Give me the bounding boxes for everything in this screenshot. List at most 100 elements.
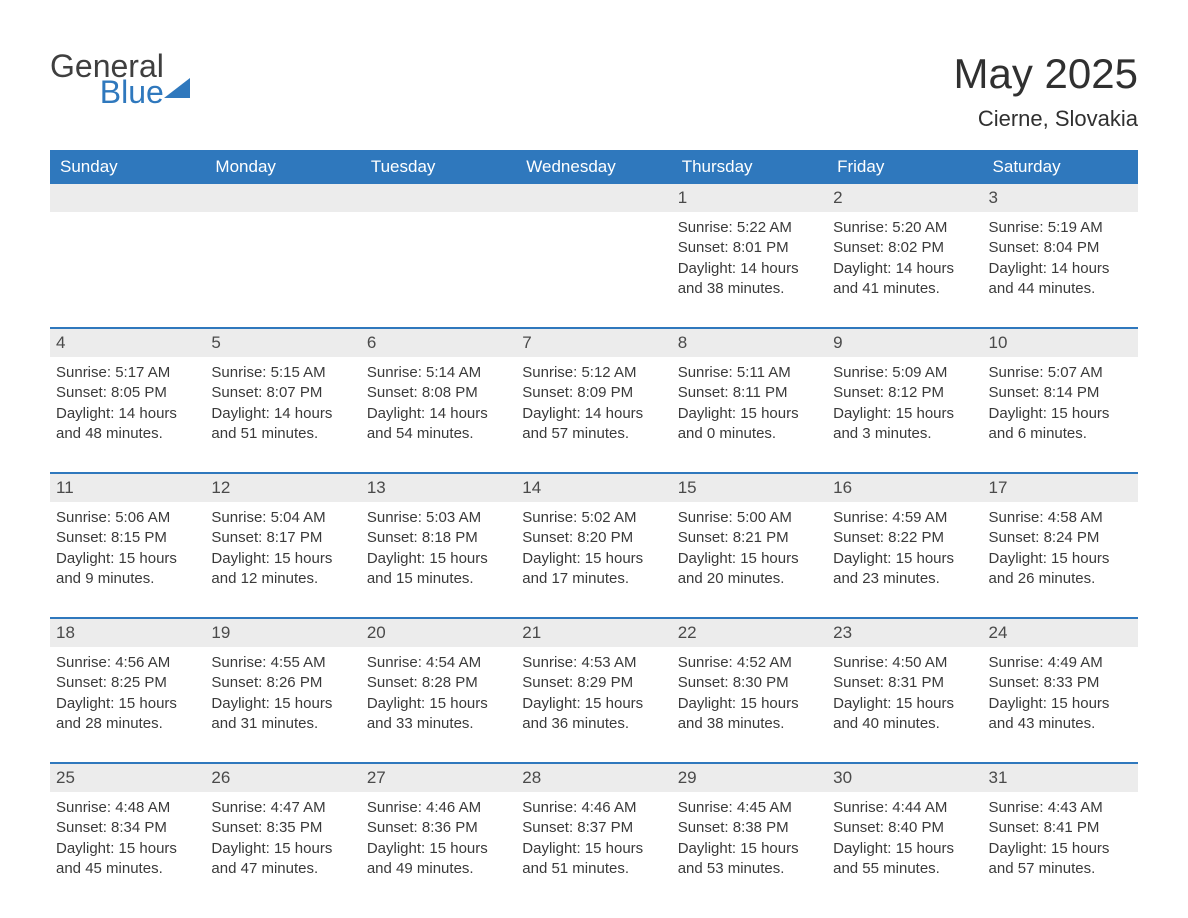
day-info: Sunrise: 4:59 AMSunset: 8:22 PMDaylight:… — [833, 508, 976, 589]
calendar-week-row: 18Sunrise: 4:56 AMSunset: 8:25 PMDayligh… — [50, 618, 1138, 763]
day-info: Sunrise: 5:06 AMSunset: 8:15 PMDaylight:… — [56, 508, 199, 589]
day-number: 13 — [361, 474, 516, 502]
calendar-cell — [50, 184, 205, 328]
calendar-cell: 7Sunrise: 5:12 AMSunset: 8:09 PMDaylight… — [516, 328, 671, 473]
calendar-cell: 3Sunrise: 5:19 AMSunset: 8:04 PMDaylight… — [983, 184, 1138, 328]
calendar-table: SundayMondayTuesdayWednesdayThursdayFrid… — [50, 150, 1138, 907]
day-number: 21 — [516, 619, 671, 647]
day-number: 9 — [827, 329, 982, 357]
day-info: Sunrise: 5:17 AMSunset: 8:05 PMDaylight:… — [56, 363, 199, 444]
day-number: 6 — [361, 329, 516, 357]
day-number: 5 — [205, 329, 360, 357]
day-info: Sunrise: 4:53 AMSunset: 8:29 PMDaylight:… — [522, 653, 665, 734]
day-number — [205, 184, 360, 212]
day-column-header: Saturday — [983, 150, 1138, 184]
calendar-cell: 29 Sunrise: 4:45 AMSunset: 8:38 PMDayligh… — [672, 763, 827, 907]
calendar-cell: 18Sunrise: 4:56 AMSunset: 8:25 PMDayligh… — [50, 618, 205, 763]
day-number — [516, 184, 671, 212]
day-info: Sunrise: 4:46 AMSunset: 8:37 PMDaylight:… — [522, 798, 665, 879]
day-info: Sunrise: 4:44 AMSunset: 8:40 PMDaylight:… — [833, 798, 976, 879]
calendar-cell — [516, 184, 671, 328]
logo-triangle-icon — [164, 78, 190, 98]
calendar-week-row: 1Sunrise: 5:22 AMSunset: 8:01 PMDaylight… — [50, 184, 1138, 328]
day-number: 17 — [983, 474, 1138, 502]
day-info: Sunrise: 5:02 AMSunset: 8:20 PMDaylight:… — [522, 508, 665, 589]
day-number: 28 — [516, 764, 671, 792]
day-number — [361, 184, 516, 212]
day-info: Sunrise: 5:11 AMSunset: 8:11 PMDaylight:… — [678, 363, 821, 444]
logo-text-block: General Blue — [50, 50, 164, 108]
day-number: 20 — [361, 619, 516, 647]
calendar-cell: 16 Sunrise: 4:59 AMSunset: 8:22 PMDayligh… — [827, 473, 982, 618]
calendar-cell: 6Sunrise: 5:14 AMSunset: 8:08 PMDaylight… — [361, 328, 516, 473]
day-info: Sunrise: 4:50 AMSunset: 8:31 PMDaylight:… — [833, 653, 976, 734]
day-number: 12 — [205, 474, 360, 502]
calendar-cell: 9Sunrise: 5:09 AMSunset: 8:12 PMDaylight… — [827, 328, 982, 473]
calendar-week-row: 4 Sunrise: 5:17 AMSunset: 8:05 PMDaylight… — [50, 328, 1138, 473]
calendar-cell: 15Sunrise: 5:00 AMSunset: 8:21 PMDayligh… — [672, 473, 827, 618]
day-number: 31 — [983, 764, 1138, 792]
location-label: Cierne, Slovakia — [954, 106, 1138, 132]
logo: General Blue — [50, 50, 190, 108]
day-column-header: Friday — [827, 150, 982, 184]
day-number: 2 — [827, 184, 982, 212]
day-number: 1 — [672, 184, 827, 212]
calendar-cell: 12 Sunrise: 5:04 AMSunset: 8:17 PMDayligh… — [205, 473, 360, 618]
day-info: Sunrise: 5:03 AMSunset: 8:18 PMDaylight:… — [367, 508, 510, 589]
day-number: 11 — [50, 474, 205, 502]
day-number: 3 — [983, 184, 1138, 212]
day-column-header: Monday — [205, 150, 360, 184]
day-number: 16 — [827, 474, 982, 502]
calendar-cell: 28 Sunrise: 4:46 AMSunset: 8:37 PMDayligh… — [516, 763, 671, 907]
page-header: General Blue May 2025 Cierne, Slovakia — [50, 50, 1138, 132]
calendar-cell: 21 Sunrise: 4:53 AMSunset: 8:29 PMDayligh… — [516, 618, 671, 763]
day-info: Sunrise: 4:52 AMSunset: 8:30 PMDaylight:… — [678, 653, 821, 734]
day-number: 14 — [516, 474, 671, 502]
day-info: Sunrise: 4:54 AMSunset: 8:28 PMDaylight:… — [367, 653, 510, 734]
calendar-cell: 8Sunrise: 5:11 AMSunset: 8:11 PMDaylight… — [672, 328, 827, 473]
day-info: Sunrise: 5:20 AMSunset: 8:02 PMDaylight:… — [833, 218, 976, 299]
calendar-cell: 27Sunrise: 4:46 AMSunset: 8:36 PMDayligh… — [361, 763, 516, 907]
day-info: Sunrise: 4:45 AMSunset: 8:38 PMDaylight:… — [678, 798, 821, 879]
calendar-cell: 1Sunrise: 5:22 AMSunset: 8:01 PMDaylight… — [672, 184, 827, 328]
calendar-body: 1Sunrise: 5:22 AMSunset: 8:01 PMDaylight… — [50, 184, 1138, 907]
day-info: Sunrise: 4:47 AMSunset: 8:35 PMDaylight:… — [211, 798, 354, 879]
calendar-cell: 10Sunrise: 5:07 AMSunset: 8:14 PMDayligh… — [983, 328, 1138, 473]
day-number: 4 — [50, 329, 205, 357]
day-info: Sunrise: 4:55 AMSunset: 8:26 PMDaylight:… — [211, 653, 354, 734]
day-number: 22 — [672, 619, 827, 647]
day-info: Sunrise: 4:48 AMSunset: 8:34 PMDaylight:… — [56, 798, 199, 879]
calendar-cell — [361, 184, 516, 328]
calendar-cell: 14 Sunrise: 5:02 AMSunset: 8:20 PMDayligh… — [516, 473, 671, 618]
calendar-cell: 31Sunrise: 4:43 AMSunset: 8:41 PMDayligh… — [983, 763, 1138, 907]
calendar-cell: 13 Sunrise: 5:03 AMSunset: 8:18 PMDayligh… — [361, 473, 516, 618]
calendar-cell: 24Sunrise: 4:49 AMSunset: 8:33 PMDayligh… — [983, 618, 1138, 763]
calendar-week-row: 25 Sunrise: 4:48 AMSunset: 8:34 PMDayligh… — [50, 763, 1138, 907]
day-info: Sunrise: 5:07 AMSunset: 8:14 PMDaylight:… — [989, 363, 1132, 444]
calendar-cell: 30Sunrise: 4:44 AMSunset: 8:40 PMDayligh… — [827, 763, 982, 907]
calendar-cell: 22 Sunrise: 4:52 AMSunset: 8:30 PMDayligh… — [672, 618, 827, 763]
calendar-cell: 5 Sunrise: 5:15 AMSunset: 8:07 PMDaylight… — [205, 328, 360, 473]
calendar-cell: 23Sunrise: 4:50 AMSunset: 8:31 PMDayligh… — [827, 618, 982, 763]
day-column-header: Tuesday — [361, 150, 516, 184]
day-info: Sunrise: 4:58 AMSunset: 8:24 PMDaylight:… — [989, 508, 1132, 589]
calendar-cell: 20 Sunrise: 4:54 AMSunset: 8:28 PMDayligh… — [361, 618, 516, 763]
calendar-cell: 25 Sunrise: 4:48 AMSunset: 8:34 PMDayligh… — [50, 763, 205, 907]
day-number: 19 — [205, 619, 360, 647]
day-number: 7 — [516, 329, 671, 357]
title-block: May 2025 Cierne, Slovakia — [954, 50, 1138, 132]
calendar-cell: 26 Sunrise: 4:47 AMSunset: 8:35 PMDayligh… — [205, 763, 360, 907]
day-column-header: Thursday — [672, 150, 827, 184]
day-info: Sunrise: 5:15 AMSunset: 8:07 PMDaylight:… — [211, 363, 354, 444]
day-number: 29 — [672, 764, 827, 792]
calendar-cell: 4 Sunrise: 5:17 AMSunset: 8:05 PMDaylight… — [50, 328, 205, 473]
calendar-cell: 17 Sunrise: 4:58 AMSunset: 8:24 PMDayligh… — [983, 473, 1138, 618]
day-info: Sunrise: 4:46 AMSunset: 8:36 PMDaylight:… — [367, 798, 510, 879]
calendar-week-row: 11 Sunrise: 5:06 AMSunset: 8:15 PMDayligh… — [50, 473, 1138, 618]
day-number: 24 — [983, 619, 1138, 647]
day-number: 25 — [50, 764, 205, 792]
day-number: 15 — [672, 474, 827, 502]
day-number: 26 — [205, 764, 360, 792]
day-info: Sunrise: 4:56 AMSunset: 8:25 PMDaylight:… — [56, 653, 199, 734]
day-info: Sunrise: 5:04 AMSunset: 8:17 PMDaylight:… — [211, 508, 354, 589]
